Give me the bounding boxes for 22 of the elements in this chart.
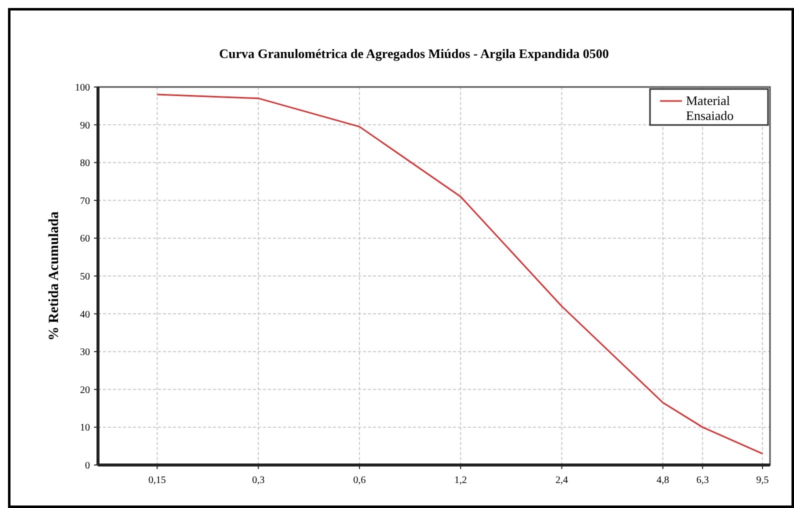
x-tick-label: 9,5 (756, 475, 769, 486)
y-tick-label: 80 (80, 158, 90, 170)
y-tick-label: 20 (80, 384, 90, 396)
y-tick-label: 30 (80, 347, 90, 358)
y-tick-label: 50 (80, 272, 90, 282)
y-axis-title: % Retida Acumulada (47, 211, 62, 341)
y-tick-label: 10 (80, 422, 90, 434)
x-tick-label: 1,2 (454, 475, 467, 486)
x-tick-label: 4,8 (656, 475, 670, 486)
x-tick-label: 6,3 (696, 475, 709, 486)
y-tick-label: 100 (75, 82, 90, 94)
y-tick-label: 0 (85, 460, 90, 472)
x-tick-label: 2,4 (556, 475, 568, 486)
x-tick-label: 0,3 (252, 475, 265, 486)
x-tick-label: 0,6 (353, 475, 366, 486)
chart-title: Curva Granulométrica de Agregados Miúdos - Argila Expandida 0500 (219, 46, 609, 61)
y-tick-label: 40 (80, 309, 90, 320)
y-tick-label: 60 (80, 234, 90, 245)
y-tick-label: 90 (80, 120, 90, 132)
x-tick-label: 0,15 (148, 475, 166, 486)
legend-label: Material Ensaiado (686, 93, 734, 123)
y-tick-label: 70 (80, 196, 90, 207)
